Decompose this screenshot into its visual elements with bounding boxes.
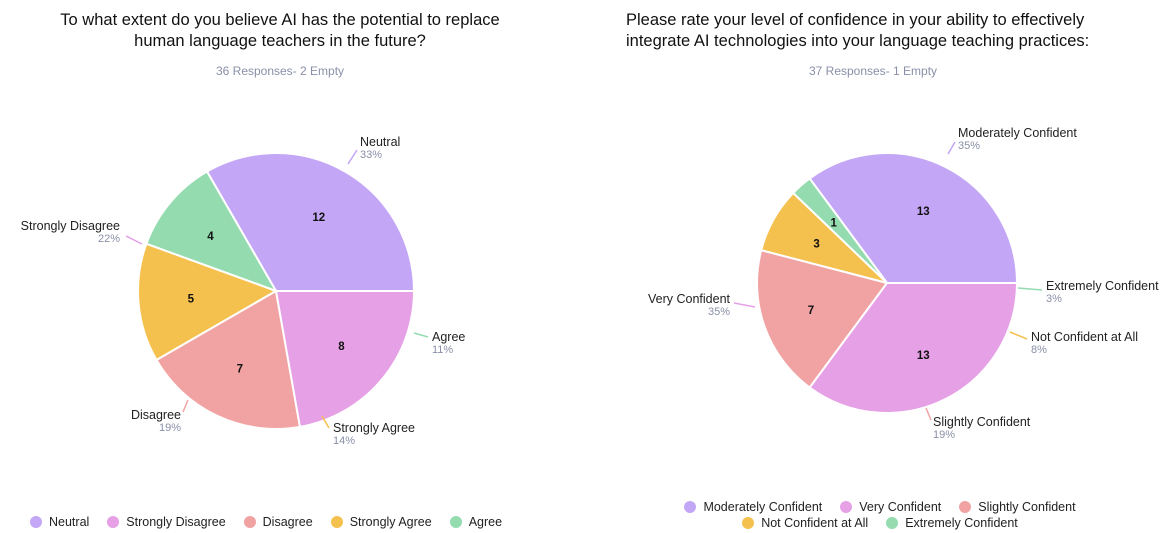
legend-item-disagree[interactable]: Disagree [243, 515, 313, 529]
legend-item-very-confident[interactable]: Very Confident [840, 500, 941, 514]
legend-label: Slightly Confident [978, 500, 1076, 514]
chart-legend: Neutral Strongly Disagree Disagree Strongly… [30, 515, 530, 529]
legend-label: Moderately Confident [703, 500, 823, 514]
slice-percent-label: 35% [708, 306, 730, 318]
slice-value-label: 3 [813, 239, 819, 251]
chart-subtitle: 36 Responses- 2 Empty [215, 64, 345, 78]
legend-item-slightly-confident[interactable]: Slightly Confident [959, 500, 1076, 514]
slice-percent-label: 14% [333, 435, 355, 447]
legend-item-strongly-disagree[interactable]: Strongly Disagree [107, 515, 226, 529]
slice-value-label: 1 [830, 218, 837, 230]
slice-value-label: 8 [338, 341, 345, 353]
slice-category-label: Moderately Confident [958, 126, 1077, 140]
legend-label: Very Confident [859, 500, 942, 514]
legend-swatch [330, 516, 343, 528]
slice-value-label: 13 [917, 206, 930, 218]
legend-swatch [959, 501, 972, 513]
slice-category-label: Extremely Confident [1046, 279, 1159, 293]
slice-category-label: Slightly Confident [933, 415, 1031, 429]
legend-swatch [840, 501, 853, 513]
slice-value-label: 7 [808, 305, 814, 317]
chart-title-line: To what extent do you believe AI has the… [60, 11, 500, 29]
legend-swatch [107, 516, 120, 528]
slice-category-label: Neutral [360, 135, 400, 149]
label-leader-line [413, 332, 429, 338]
label-leader-line [733, 302, 756, 308]
label-leader-line [347, 149, 358, 165]
chart-title-line: integrate AI technologies into your lang… [626, 32, 1090, 50]
label-leader-line [1017, 287, 1043, 291]
slice-percent-label: 11% [432, 344, 453, 356]
slice-percent-label: 33% [360, 149, 382, 161]
pie-slice-strongly-disagree[interactable] [274, 290, 416, 429]
slice-percent-label: 19% [933, 429, 955, 441]
chart-panel-left: To what extent do you believe AI has the… [0, 0, 560, 533]
legend-label: Disagree [262, 515, 313, 529]
slice-value-label: 13 [917, 350, 930, 362]
slice-category-label: Strongly Disagree [21, 219, 120, 233]
legend-swatch [243, 516, 256, 528]
legend-label: Not Confident at All [761, 516, 869, 530]
slice-percent-label: 8% [1031, 344, 1047, 356]
slice-category-label: Disagree [131, 408, 181, 422]
chart-panel-right: Please rate your level of confidence in … [600, 0, 1166, 533]
legend-swatch [449, 516, 462, 528]
pie-slice-disagree[interactable] [155, 289, 302, 430]
pie-slice-very-confident[interactable] [808, 282, 1019, 414]
legend-label: Extremely Confident [905, 516, 1018, 530]
chart-title: Please rate your level of confidence in … [600, 10, 1166, 52]
label-leader-line [1009, 331, 1028, 340]
slice-percent-label: 19% [159, 422, 181, 434]
slice-percent-label: 35% [958, 140, 980, 152]
slice-value-label: 5 [188, 294, 195, 306]
pie-slice-agree[interactable] [145, 170, 279, 293]
label-leader-line [182, 399, 189, 413]
legend-swatch [684, 501, 697, 513]
pie-slice-slightly-confident[interactable] [756, 249, 889, 389]
pie-slice-neutral[interactable] [205, 152, 416, 292]
chart-subtitle: 37 Responses- 1 Empty [808, 64, 938, 78]
legend-swatch [30, 516, 42, 528]
legend-label: Neutral [49, 515, 90, 529]
chart-title: To what extent do you believe AI has the… [0, 10, 560, 52]
legend-item-agree[interactable]: Agree [449, 515, 503, 529]
slice-percent-label: 22% [98, 233, 120, 245]
legend-item-strongly-agree[interactable]: Strongly Agree [330, 515, 432, 529]
slice-category-label: Very Confident [648, 292, 731, 306]
slice-category-label: Agree [432, 330, 465, 344]
label-leader-line [947, 141, 956, 155]
legend-item-extremely-confident[interactable]: Extremely Confident [886, 516, 1018, 530]
pie-slice-moderately-confident[interactable] [808, 152, 1019, 284]
chart-legend: Moderately Confident Very Confident Slight… [660, 500, 1100, 530]
legend-label: Strongly Agree [349, 515, 432, 529]
slice-value-label: 12 [312, 212, 325, 224]
slice-value-label: 7 [237, 364, 243, 376]
label-leader-line [321, 415, 330, 429]
legend-swatch [886, 517, 899, 529]
slice-percent-label: 3% [1046, 293, 1062, 305]
legend-item-neutral[interactable]: Neutral [30, 515, 89, 529]
legend-swatch [742, 517, 755, 529]
slice-category-label: Not Confident at All [1031, 330, 1138, 344]
slice-category-label: Strongly Agree [333, 421, 415, 435]
legend-item-not-confident-at-all[interactable]: Not Confident at All [742, 516, 868, 530]
slice-value-label: 4 [207, 231, 214, 243]
legend-label: Strongly Disagree [126, 515, 226, 529]
chart-title-line: Please rate your level of confidence in … [626, 11, 1085, 29]
legend-label: Agree [468, 515, 503, 529]
pie-slice-strongly-agree[interactable] [137, 242, 279, 362]
label-leader-line [925, 407, 932, 421]
chart-title-line: human language teachers in the future? [134, 32, 426, 50]
legend-item-moderately-confident[interactable]: Moderately Confident [684, 500, 822, 514]
label-leader-line [125, 235, 143, 245]
